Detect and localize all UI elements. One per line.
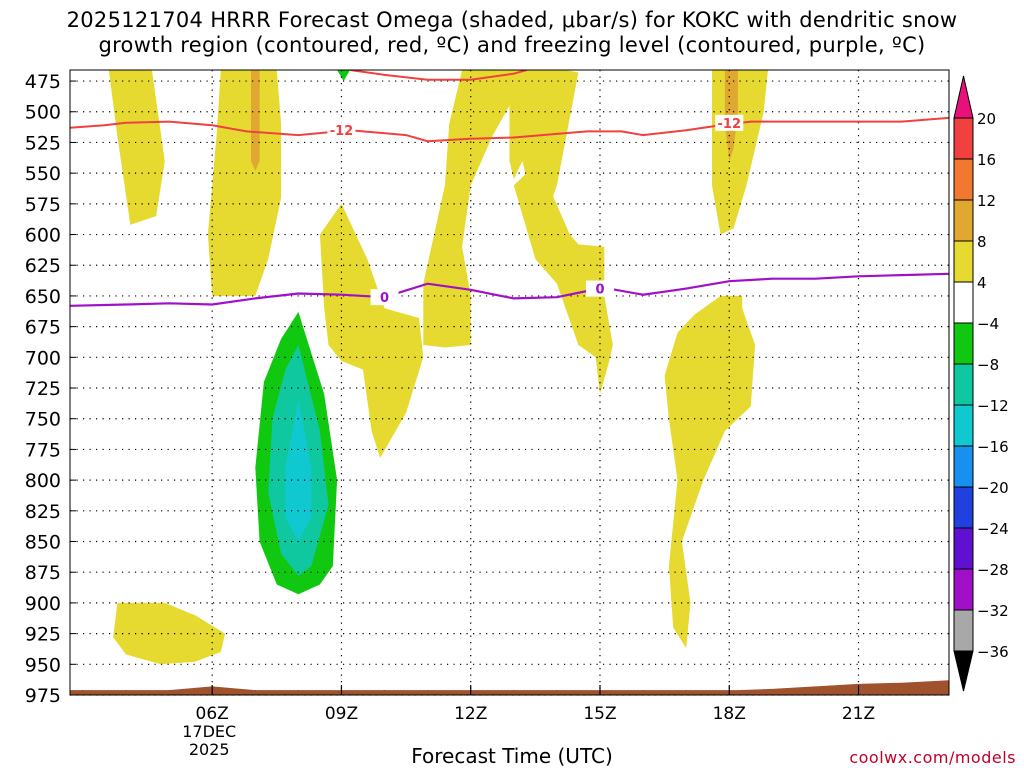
y-tick-label: 725 xyxy=(25,378,61,400)
y-tick-label: 475 xyxy=(25,71,61,93)
y-tick-label: 850 xyxy=(25,532,61,554)
colorbar-bin xyxy=(953,117,974,160)
x-tick-label: 09Z xyxy=(325,704,358,724)
freezing-level-label: 0 xyxy=(380,291,389,306)
colorbar-bin xyxy=(953,527,974,570)
y-tick-label: 525 xyxy=(25,132,61,154)
y-tick-label: 925 xyxy=(25,624,61,646)
freezing-level-label-bg xyxy=(370,289,399,306)
omega-region-rising-f xyxy=(509,70,579,235)
credit-link[interactable]: coolwx.com/models xyxy=(849,748,1016,767)
terrain-fill xyxy=(70,680,949,695)
colorbar-label: −4 xyxy=(977,315,999,333)
isotherm-minus12-label: -12 xyxy=(718,117,742,132)
isotherm-minus12-label-bg xyxy=(715,114,744,131)
omega-region-rising-j xyxy=(664,295,756,649)
colorbar-bin xyxy=(953,281,974,324)
omega-region-rising-d xyxy=(319,203,424,458)
y-tick-label: 750 xyxy=(25,409,61,431)
y-tick-label: 875 xyxy=(25,562,61,584)
colorbar-label: −24 xyxy=(977,520,1009,538)
isotherm-minus12-label: -12 xyxy=(330,124,354,139)
x-tick-sublabel: 2025 xyxy=(189,740,230,759)
y-tick-label: 975 xyxy=(25,685,61,707)
colorbar-label: −20 xyxy=(977,479,1009,497)
colorbar-bin xyxy=(953,404,974,447)
isotherm-minus12-label-bg xyxy=(327,122,356,139)
x-tick-label: 21Z xyxy=(842,704,875,724)
y-tick-label: 700 xyxy=(25,347,61,369)
y-tick-label: 600 xyxy=(25,225,61,247)
colorbar-top-arrow xyxy=(953,75,974,119)
omega-region-rising-c xyxy=(251,70,260,171)
colorbar-label: 4 xyxy=(977,274,987,292)
colorbar-bin xyxy=(953,199,974,242)
colorbar-label: 20 xyxy=(977,110,996,128)
omega-region-sinking-top xyxy=(337,70,351,82)
freezing-level-label: 0 xyxy=(595,283,604,298)
y-tick-label: 575 xyxy=(25,194,61,216)
x-axis-title: Forecast Time (UTC) xyxy=(411,744,613,768)
title-line-1: 2025121704 HRRR Forecast Omega (shaded, … xyxy=(66,8,958,32)
x-tick-label: 18Z xyxy=(713,704,746,724)
omega-region-sinking-core xyxy=(285,400,312,542)
y-tick-label: 650 xyxy=(25,286,61,308)
colorbar-label: 12 xyxy=(977,192,996,210)
colorbar-bin xyxy=(953,486,974,529)
y-tick-label: 800 xyxy=(25,470,61,492)
omega-region-rising-g xyxy=(513,173,613,395)
colorbar-bin xyxy=(953,363,974,406)
omega-region-rising-a xyxy=(108,70,165,225)
plot-frame xyxy=(69,69,950,696)
x-tick-label: 15Z xyxy=(583,704,616,724)
colorbar-label: −16 xyxy=(977,438,1009,456)
colorbar-label: −32 xyxy=(977,602,1009,620)
x-tick-sublabel: 17DEC xyxy=(182,722,236,741)
freezing-level-line xyxy=(70,272,949,307)
colorbar-label: −12 xyxy=(977,397,1009,415)
y-tick-label: 550 xyxy=(25,163,61,185)
colorbar-bin xyxy=(953,240,974,283)
colorbar-bottom-arrow xyxy=(953,650,974,692)
colorbar-label: −8 xyxy=(977,356,999,374)
colorbar-label: 16 xyxy=(977,151,996,169)
colorbar-bin xyxy=(953,445,974,488)
omega-region-rising-k xyxy=(113,602,226,665)
y-tick-label: 775 xyxy=(25,439,61,461)
x-tick-label: 12Z xyxy=(454,704,487,724)
y-tick-label: 675 xyxy=(25,317,61,339)
title-line-2: growth region (contoured, red, ºC) and f… xyxy=(98,33,926,57)
colorbar-bin xyxy=(953,568,974,611)
y-tick-label: 625 xyxy=(25,255,61,277)
y-tick-label: 900 xyxy=(25,593,61,615)
colorbar-bin xyxy=(953,322,974,365)
freezing-level-label-bg xyxy=(585,280,614,297)
colorbar-bin xyxy=(953,609,974,652)
omega-region-rising-b xyxy=(207,70,282,296)
colorbar-label: −28 xyxy=(977,561,1009,579)
isotherm-minus12-line xyxy=(70,116,949,143)
colorbar-label: 8 xyxy=(977,233,987,251)
omega-region-rising-h xyxy=(712,70,768,235)
isotherm-minus12-top-line xyxy=(349,70,527,81)
x-tick-label: 06Z xyxy=(196,704,229,724)
colorbar-label: −36 xyxy=(977,643,1009,661)
y-tick-label: 950 xyxy=(25,654,61,676)
y-tick-label: 825 xyxy=(25,501,61,523)
colorbar-bin xyxy=(953,158,974,201)
y-tick-label: 500 xyxy=(25,102,61,124)
